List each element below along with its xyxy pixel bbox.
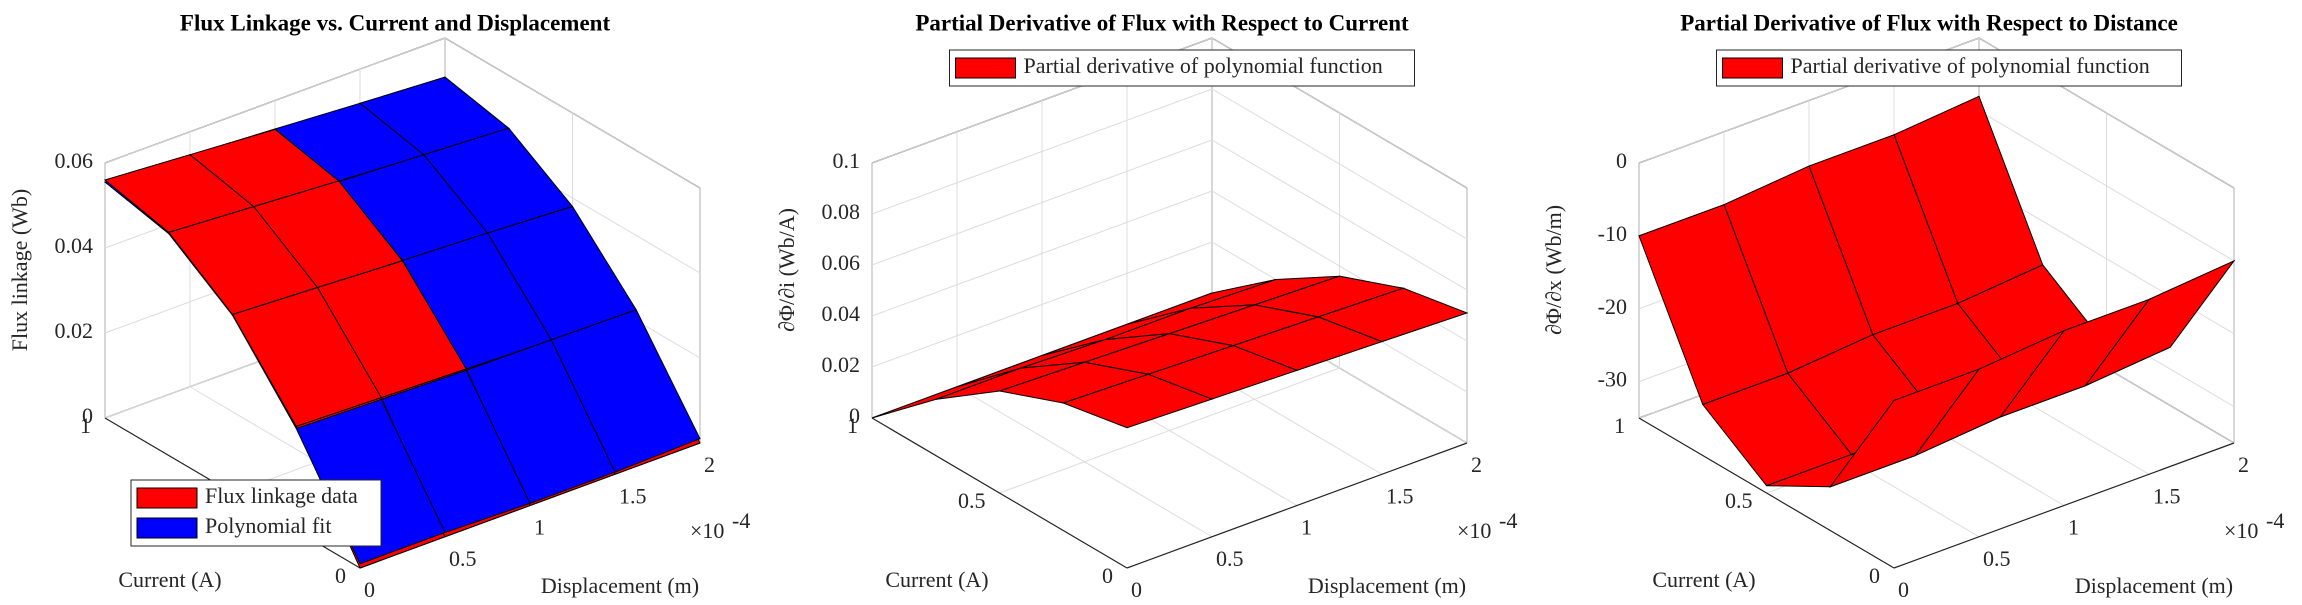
legend-swatch [136, 487, 198, 509]
x-tick-label: 2 [2238, 452, 2249, 477]
x-multiplier: ×10 [1457, 518, 1491, 543]
x-tick-label: 0.5 [449, 546, 477, 571]
y-axis [871, 417, 1128, 569]
z-tick-label: 0.06 [55, 148, 94, 173]
z-tick-label: 0.02 [822, 352, 861, 377]
chart-title: Partial Derivative of Flux with Respect … [915, 10, 1409, 35]
legend-box [949, 49, 1415, 87]
x-tick-label: 0.5 [1983, 546, 2011, 571]
x-axis [1893, 442, 2235, 569]
surface-patch [871, 367, 1021, 419]
z-tick-label: 0.04 [822, 301, 861, 326]
x-tick-label: 1 [1301, 515, 1312, 540]
z-tick-label: -30 [1598, 367, 1627, 392]
legend-label: Partial derivative of polynomial functio… [1791, 53, 2150, 78]
y-tick-label: 1 [847, 413, 858, 438]
chart-title: Flux Linkage vs. Current and Displacemen… [180, 10, 611, 35]
x-tick-label: 2 [704, 452, 715, 477]
z-tick-label: 0.02 [55, 318, 94, 343]
z-tick-label: 0 [849, 403, 860, 428]
z-tick-label: -10 [1598, 221, 1627, 246]
y-axis [1638, 417, 1895, 569]
subplot: Partial Derivative of Flux with Respect … [774, 10, 1517, 602]
surface-patch [1828, 368, 1981, 488]
legend-label: Polynomial fit [205, 513, 332, 538]
x-axis-label: Displacement (m) [1308, 573, 1466, 598]
y-tick-label: 0 [1102, 563, 1113, 588]
subplot: Partial Derivative of Flux with Respect … [1541, 10, 2284, 602]
y-tick-label: 1 [1614, 413, 1625, 438]
z-tick-label: -20 [1598, 294, 1627, 319]
subplot: Flux Linkage vs. Current and Displacemen… [7, 10, 750, 602]
x-multiplier: ×10 [2224, 518, 2258, 543]
legend-swatch [955, 57, 1016, 79]
z-axis-label: ∂Φ/∂x (Wb/m) [1541, 205, 1566, 335]
y-axis-label: Current (A) [1652, 567, 1755, 592]
x-tick-label: 1.5 [619, 483, 647, 508]
y-axis-label: Current (A) [885, 567, 988, 592]
x-multiplier-exponent: -4 [1499, 508, 1517, 533]
x-tick-label: 1.5 [1386, 483, 1414, 508]
x-tick-label: 0 [1898, 577, 1909, 602]
z-axis-label: Flux linkage (Wb) [7, 189, 32, 352]
grid-line [999, 367, 1340, 494]
x-multiplier-exponent: -4 [732, 508, 750, 533]
y-tick-label: 0.5 [1725, 488, 1753, 513]
z-tick-label: 0 [1616, 148, 1627, 173]
z-tick-label: 0.04 [55, 233, 94, 258]
chart-title: Partial Derivative of Flux with Respect … [1680, 10, 2178, 35]
x-tick-label: 1.5 [2153, 483, 2181, 508]
y-tick-label: 1 [80, 413, 91, 438]
z-tick-label: 0 [82, 403, 93, 428]
legend-box [1716, 49, 2182, 87]
legend-swatch [136, 517, 198, 539]
z-axis-label: ∂Φ/∂i (Wb/A) [774, 208, 799, 332]
z-tick-label: 0.08 [822, 199, 861, 224]
y-tick-label: 0 [1869, 563, 1880, 588]
x-tick-label: 2 [1471, 452, 1482, 477]
x-tick-label: 1 [2068, 515, 2079, 540]
x-multiplier-exponent: -4 [2266, 508, 2284, 533]
x-tick-label: 0.5 [1216, 546, 1244, 571]
surface-patch [1061, 373, 1214, 429]
y-tick-label: 0 [335, 563, 346, 588]
x-tick-label: 0 [364, 577, 375, 602]
z-tick-label: 0.06 [822, 250, 861, 275]
x-axis-label: Displacement (m) [2075, 573, 2233, 598]
z-tick-label: 0.1 [833, 148, 861, 173]
x-multiplier: ×10 [690, 518, 724, 543]
legend-swatch [1722, 57, 1783, 79]
y-tick-label: 0.5 [958, 488, 986, 513]
y-axis-label: Current (A) [118, 567, 221, 592]
x-axis-label: Displacement (m) [541, 573, 699, 598]
legend-label: Partial derivative of polynomial functio… [1024, 53, 1383, 78]
x-axis [1126, 442, 1468, 569]
x-tick-label: 1 [534, 515, 545, 540]
legend-label: Flux linkage data [205, 483, 358, 508]
x-tick-label: 0 [1131, 577, 1142, 602]
